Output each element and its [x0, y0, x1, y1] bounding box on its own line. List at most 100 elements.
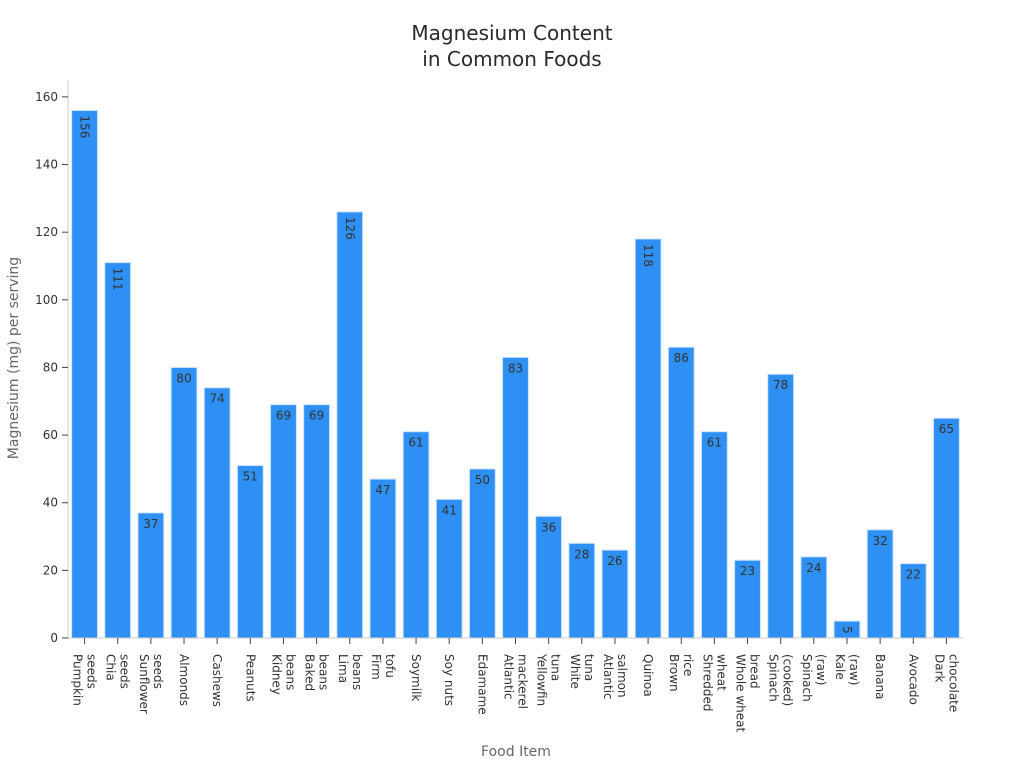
- bar-value-label: 23: [740, 564, 755, 578]
- bar-value-label: 156: [78, 115, 92, 138]
- bars-group: 156 111 37 80 74 51 69 69 126 47 61 41 50 83 36 28 26 118…: [71, 109, 960, 639]
- bar: [667, 346, 695, 639]
- x-tick-label-line: (raw): [847, 654, 861, 685]
- x-tick-label-line: Kale: [833, 654, 847, 680]
- bar-value-label: 78: [773, 378, 788, 392]
- bar-value-label: 69: [309, 409, 324, 423]
- x-tick-label-line: Brown: [667, 654, 681, 692]
- x-tick-label: Avocado: [906, 654, 920, 705]
- x-tick-label-line: rice: [681, 654, 695, 676]
- x-tick-label-line: Whole wheat: [734, 654, 748, 733]
- x-tick-label-line: Quinoa: [641, 654, 655, 697]
- x-tick-label-line: beans: [283, 654, 297, 690]
- bar: [767, 373, 795, 639]
- x-tick-label: Peanuts: [243, 654, 257, 702]
- x-tick-label-line: seeds: [151, 654, 165, 689]
- bar: [866, 529, 894, 639]
- x-tick-label-line: Firm: [369, 654, 383, 680]
- x-tick-label-line: Kidney: [269, 654, 283, 695]
- bar-value-label: 80: [176, 371, 191, 385]
- y-tick-label: 20: [43, 563, 58, 577]
- bar-value-label: 118: [641, 244, 655, 267]
- y-tick-label: 120: [35, 225, 58, 239]
- x-tick-label-line: Spinach: [800, 654, 814, 702]
- bar-value-label: 26: [607, 554, 622, 568]
- bar-value-label: 83: [508, 361, 523, 375]
- x-tick-label: Spinach (raw): [800, 654, 828, 702]
- y-tick-label: 40: [43, 496, 58, 510]
- x-tick-label: Sunflower seeds: [137, 654, 165, 714]
- x-tick-label-line: Almonds: [177, 654, 191, 706]
- x-tick-label: Quinoa: [641, 654, 655, 697]
- y-tick-label: 0: [50, 631, 58, 645]
- x-tick-label-line: Avocado: [906, 654, 920, 705]
- x-tick-label: Almonds: [177, 654, 191, 706]
- x-tick-label-line: (raw): [814, 654, 828, 685]
- x-tick-label-line: Pumpkin: [71, 654, 85, 706]
- x-tick-label-line: Sunflower: [137, 654, 151, 714]
- bar: [502, 356, 529, 639]
- bar-value-label: 51: [243, 470, 258, 484]
- x-tick-label-line: bread: [748, 654, 762, 689]
- x-tick-label-line: Edamame: [475, 654, 489, 715]
- x-tick-label: Pumpkin seeds: [71, 654, 99, 706]
- y-tick-label: 100: [35, 293, 58, 307]
- y-axis-title: Magnesium (mg) per serving: [6, 257, 22, 459]
- bar: [369, 478, 397, 639]
- bar-value-label: 28: [574, 547, 589, 561]
- bar: [700, 431, 728, 639]
- bar-value-label: 65: [939, 422, 954, 436]
- chart-title-line-2: in Common Foods: [422, 47, 602, 71]
- bar-value-label: 111: [111, 268, 125, 291]
- x-tick-label: Cashews: [210, 654, 224, 707]
- bar: [236, 465, 264, 639]
- x-tick-label: Shredded wheat: [700, 654, 728, 712]
- bar-value-label: 47: [375, 483, 390, 497]
- x-tick-label-line: Spinach: [767, 654, 781, 702]
- bar: [634, 238, 662, 639]
- x-tick-label: Brown rice: [667, 654, 695, 692]
- bar: [800, 556, 828, 639]
- x-tick-label-line: Peanuts: [243, 654, 257, 702]
- chart-title-line-1: Magnesium Content: [411, 21, 613, 45]
- bar: [336, 211, 364, 639]
- x-axis-title: Food Item: [481, 744, 551, 760]
- bar-value-label: 22: [906, 568, 921, 582]
- x-tick-label: White tuna: [568, 654, 596, 689]
- x-tick-label-line: Atlantic: [502, 654, 516, 700]
- y-tick-label: 80: [43, 360, 58, 374]
- x-tick-label-line: Cashews: [210, 654, 224, 707]
- bar: [932, 417, 960, 639]
- bar: [402, 431, 430, 639]
- x-tick-label-line: seeds: [118, 654, 132, 689]
- x-tick-label-line: wheat: [714, 654, 728, 691]
- x-tick-label: Edamame: [475, 654, 489, 715]
- x-tick-label-line: Shredded: [700, 654, 714, 712]
- x-tick-label: Atlantic salmon: [601, 654, 629, 700]
- bar: [468, 468, 496, 639]
- x-tick-label-line: chocolate: [946, 654, 960, 712]
- y-tick-label: 160: [35, 90, 58, 104]
- x-tick-label-line: White: [568, 654, 582, 689]
- x-tick-label-line: beans: [350, 654, 364, 690]
- x-tick-label-line: Atlantic: [601, 654, 615, 700]
- x-tick-label: Kale (raw): [833, 654, 861, 685]
- x-tick-label-line: Lima: [336, 654, 350, 683]
- x-tick-label: Spinach (cooked): [767, 654, 795, 706]
- x-tick-label: Yellowfin tuna: [535, 653, 563, 706]
- bar-value-label: 5: [840, 626, 854, 634]
- x-tick-label: Whole wheat bread: [734, 654, 762, 733]
- x-tick-label: Atlantic mackerel: [502, 654, 530, 709]
- x-tick-label: Lima beans: [336, 654, 364, 690]
- x-tick-label-line: Baked: [303, 654, 317, 691]
- x-tick-label-line: tuna: [582, 654, 596, 681]
- x-tick-label-line: Soymilk: [409, 654, 423, 701]
- y-tick-label: 140: [35, 158, 58, 172]
- bar-value-label: 37: [143, 517, 158, 531]
- x-tick-label-line: seeds: [85, 654, 99, 689]
- x-tick-label: Firm tofu: [369, 654, 397, 680]
- bar: [71, 109, 99, 639]
- x-tick-label: Soy nuts: [442, 654, 456, 706]
- bar-value-label: 50: [475, 473, 490, 487]
- bar: [170, 366, 198, 639]
